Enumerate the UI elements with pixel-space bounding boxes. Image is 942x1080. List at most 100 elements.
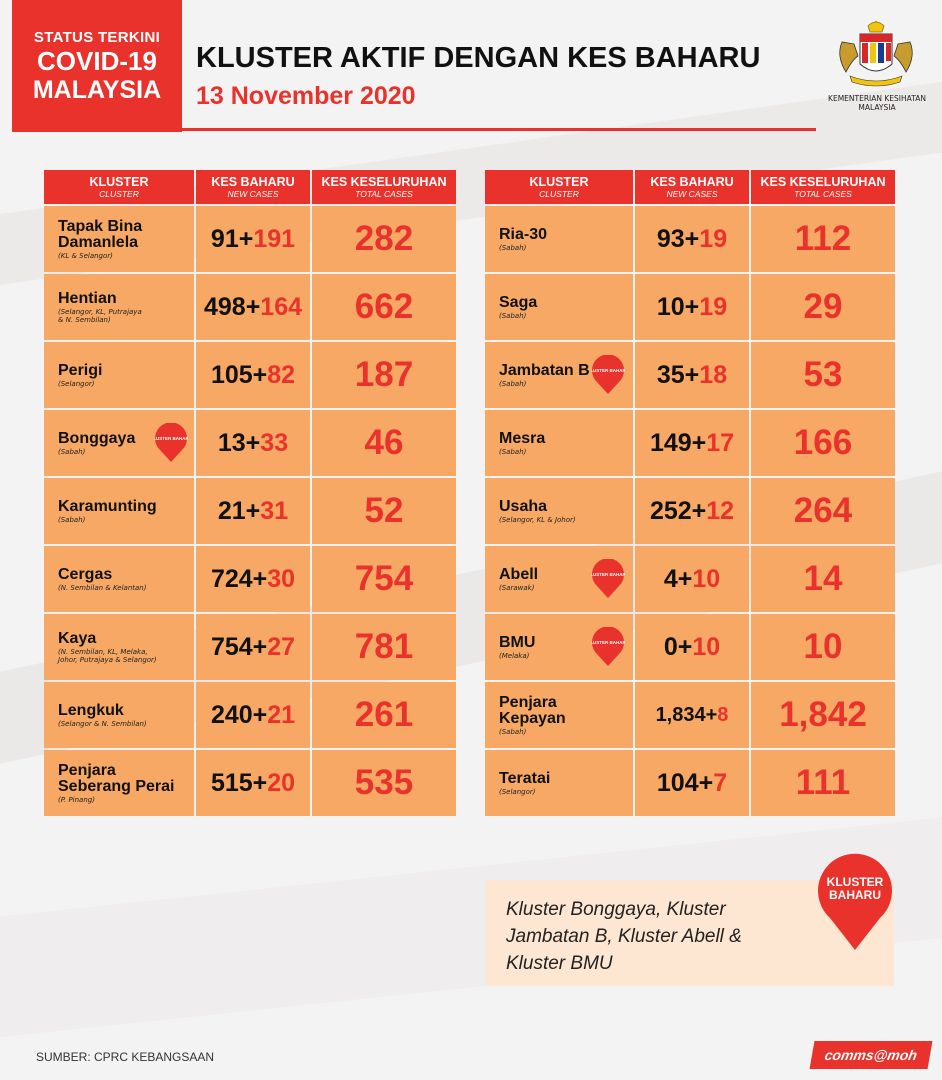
cluster-name-wrap: Hentian (Selangor, KL, Putrajaya & N. Sem…	[58, 290, 142, 324]
new-cases-cell: 35+ 18	[635, 342, 749, 408]
added-cases: 18	[699, 360, 728, 389]
new-cases-cell: 240+ 21	[196, 682, 310, 748]
total-cases-cell: 754	[312, 546, 456, 612]
right-cluster-table: KLUSTER CLUSTER KES BAHARU NEW CASES KES…	[485, 170, 895, 816]
ministry-line-2: MALAYSIA	[858, 103, 896, 112]
cluster-name: Abell	[499, 565, 539, 583]
header-total-cases: KES KESELURUHAN TOTAL CASES	[312, 170, 456, 204]
header-new-cases: KES BAHARU NEW CASES	[635, 170, 749, 204]
total-cases-cell: 662	[312, 274, 456, 340]
new-cases-cell: 104+ 7	[635, 750, 749, 816]
page-date: 13 November 2020	[196, 82, 416, 110]
total-cases-cell: 261	[312, 682, 456, 748]
header-new-label: KES BAHARU	[211, 174, 295, 189]
ministry-line-1: KEMENTERIAN KESIHATAN	[828, 94, 926, 103]
previous-cases: 1,834+	[655, 703, 718, 726]
cluster-name: Penjara Seberang Perai	[58, 761, 175, 795]
cluster-name: Penjara Kepayan	[499, 693, 566, 727]
header-new-sub: NEW CASES	[227, 188, 279, 199]
brand-badge: comms@moh	[809, 1041, 933, 1069]
added-cases: 31	[260, 496, 289, 525]
pin-badge-text: KLUSTER BAHARU	[591, 640, 625, 645]
cluster-name: Perigi	[58, 361, 103, 379]
total-cases-cell: 10	[751, 614, 895, 680]
cluster-name: Usaha	[499, 497, 548, 515]
new-cases-cell: 105+ 82	[196, 342, 310, 408]
new-cases-cell: 515+ 20	[196, 750, 310, 816]
previous-cases: 104+	[656, 768, 714, 797]
cluster-name: Ria-30	[499, 225, 548, 243]
cluster-name-wrap: Penjara Seberang Perai (P. Pinang)	[58, 761, 175, 804]
cluster-name-wrap: Kaya (N. Sembilan, KL, Melaka, Johor, Put…	[58, 629, 157, 664]
previous-cases: 4+	[663, 564, 693, 593]
cluster-name-cell: Usaha (Selangor, KL & Johor)	[485, 478, 633, 544]
ministry-label: KEMENTERIAN KESIHATAN MALAYSIA	[812, 94, 942, 112]
pin-label-line-1: KLUSTER	[826, 875, 884, 889]
new-cases-cell: 498+ 164	[196, 274, 310, 340]
cluster-name-wrap: Tapak Bina Damanlela (KL & Selangor)	[58, 217, 143, 260]
cluster-name-wrap: BMU (Melaka)	[499, 633, 536, 660]
new-cases-cell: 13+ 33	[196, 410, 310, 476]
added-cases: 19	[699, 292, 728, 321]
cluster-name-cell: Kaya (N. Sembilan, KL, Melaka, Johor, Put…	[44, 614, 194, 680]
total-cases-cell: 46	[312, 410, 456, 476]
cluster-name-cell: Jambatan B(Sabah)KLUSTER BAHARU	[485, 342, 633, 408]
total-cases-cell: 264	[751, 478, 895, 544]
cluster-name: Kaya	[58, 629, 97, 647]
cluster-state: (Sabah)	[499, 447, 527, 456]
new-cases-cell: 91+ 191	[196, 206, 310, 272]
new-cluster-pin-icon: KLUSTER BAHARU	[591, 559, 625, 598]
added-cases: 191	[253, 224, 296, 253]
header-new-sub: NEW CASES	[666, 188, 718, 199]
new-cases-cell: 10+ 19	[635, 274, 749, 340]
previous-cases: 93+	[656, 224, 700, 253]
status-line-3: MALAYSIA	[32, 75, 162, 104]
cluster-state: (N. Sembilan & Kelantan)	[58, 583, 147, 592]
cluster-state: (Sabah)	[58, 515, 86, 524]
header-divider	[182, 128, 816, 131]
cluster-state: (Selangor & N. Sembilan)	[58, 719, 147, 728]
cluster-name: Saga	[499, 293, 538, 311]
header-new-label: KES BAHARU	[650, 174, 734, 189]
previous-cases: 754+	[210, 632, 268, 661]
cluster-state: (KL & Selangor)	[58, 251, 113, 260]
new-cases-cell: 1,834+ 8	[635, 682, 749, 748]
header-cluster-label: KLUSTER	[529, 174, 589, 189]
header-new-cases: KES BAHARU NEW CASES	[196, 170, 310, 204]
cluster-name-cell: BMU(Melaka) KLUSTER BAHARU	[485, 614, 633, 680]
added-cases: 12	[706, 496, 735, 525]
pin-badge-text: KLUSTER BAHARU	[154, 436, 188, 441]
cluster-name-cell: Ria-30 (Sabah)	[485, 206, 633, 272]
previous-cases: 240+	[210, 700, 268, 729]
cluster-state: (Sabah)	[499, 379, 527, 388]
header-cluster: KLUSTER CLUSTER	[485, 170, 633, 204]
cluster-name-cell: Cergas (N. Sembilan & Kelantan)	[44, 546, 194, 612]
pin-label-line-2: BAHARU	[829, 888, 881, 902]
cluster-name-cell: Perigi (Selangor)	[44, 342, 194, 408]
cluster-name-wrap: Abell (Sarawak)	[499, 565, 539, 592]
total-cases-cell: 781	[312, 614, 456, 680]
cluster-name-cell: Lengkuk (Selangor & N. Sembilan)	[44, 682, 194, 748]
cluster-name-wrap: Bonggaya (Sabah)	[58, 430, 135, 456]
cluster-name: Tapak Bina Damanlela	[58, 217, 143, 251]
added-cases: 82	[267, 360, 296, 389]
cluster-name-wrap: Cergas (N. Sembilan & Kelantan)	[58, 566, 147, 592]
new-cases-cell: 252+ 12	[635, 478, 749, 544]
added-cases: 27	[267, 632, 296, 661]
added-cases: 19	[699, 224, 728, 253]
total-cases-cell: 53	[751, 342, 895, 408]
cluster-name-cell: Penjara Seberang Perai (P. Pinang)	[44, 750, 194, 816]
total-cases-cell: 111	[751, 750, 895, 816]
added-cases: 164	[260, 292, 303, 321]
status-box: STATUS TERKINI COVID-19 MALAYSIA	[12, 0, 182, 132]
header-total-sub: TOTAL CASES	[355, 188, 413, 199]
previous-cases: 515+	[210, 768, 268, 797]
cluster-name: Teratai	[499, 769, 551, 787]
total-cases-cell: 14	[751, 546, 895, 612]
cluster-name: Lengkuk	[58, 701, 124, 719]
previous-cases: 724+	[210, 564, 268, 593]
total-cases-cell: 187	[312, 342, 456, 408]
cluster-name: BMU	[499, 633, 536, 651]
new-cluster-pin-icon: KLUSTER BAHARU	[154, 423, 188, 462]
cluster-state: (Selangor, KL & Johor)	[499, 515, 576, 524]
